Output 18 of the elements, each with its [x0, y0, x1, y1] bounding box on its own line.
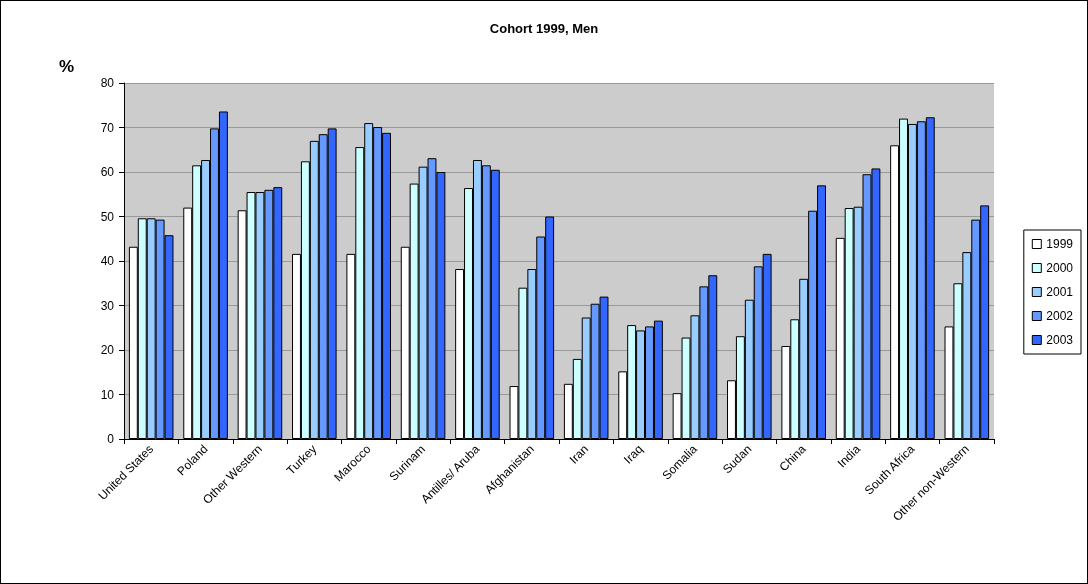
legend-label: 1999	[1046, 237, 1074, 251]
y-tick-label: 30	[100, 298, 115, 313]
legend-label: 2002	[1046, 309, 1074, 323]
legend-label: 2000	[1046, 261, 1074, 275]
x-tick-label: Iran	[566, 442, 592, 467]
legend-label: 2001	[1046, 285, 1074, 299]
x-tick-label: Iraq	[621, 442, 646, 467]
legend-label: 2003	[1046, 333, 1074, 347]
y-axis-title: %	[58, 57, 74, 76]
y-tick-label: 20	[100, 343, 115, 357]
chart-title: Cohort 1999, Men	[489, 21, 599, 36]
y-tick-label: 70	[100, 120, 115, 135]
y-tick-label: 40	[100, 254, 115, 268]
y-tick-label: 80	[100, 76, 115, 90]
y-tick-label: 10	[100, 387, 115, 402]
y-tick-label: 50	[100, 209, 115, 224]
y-tick-label: 0	[107, 432, 115, 446]
y-tick-label: 60	[100, 165, 115, 179]
